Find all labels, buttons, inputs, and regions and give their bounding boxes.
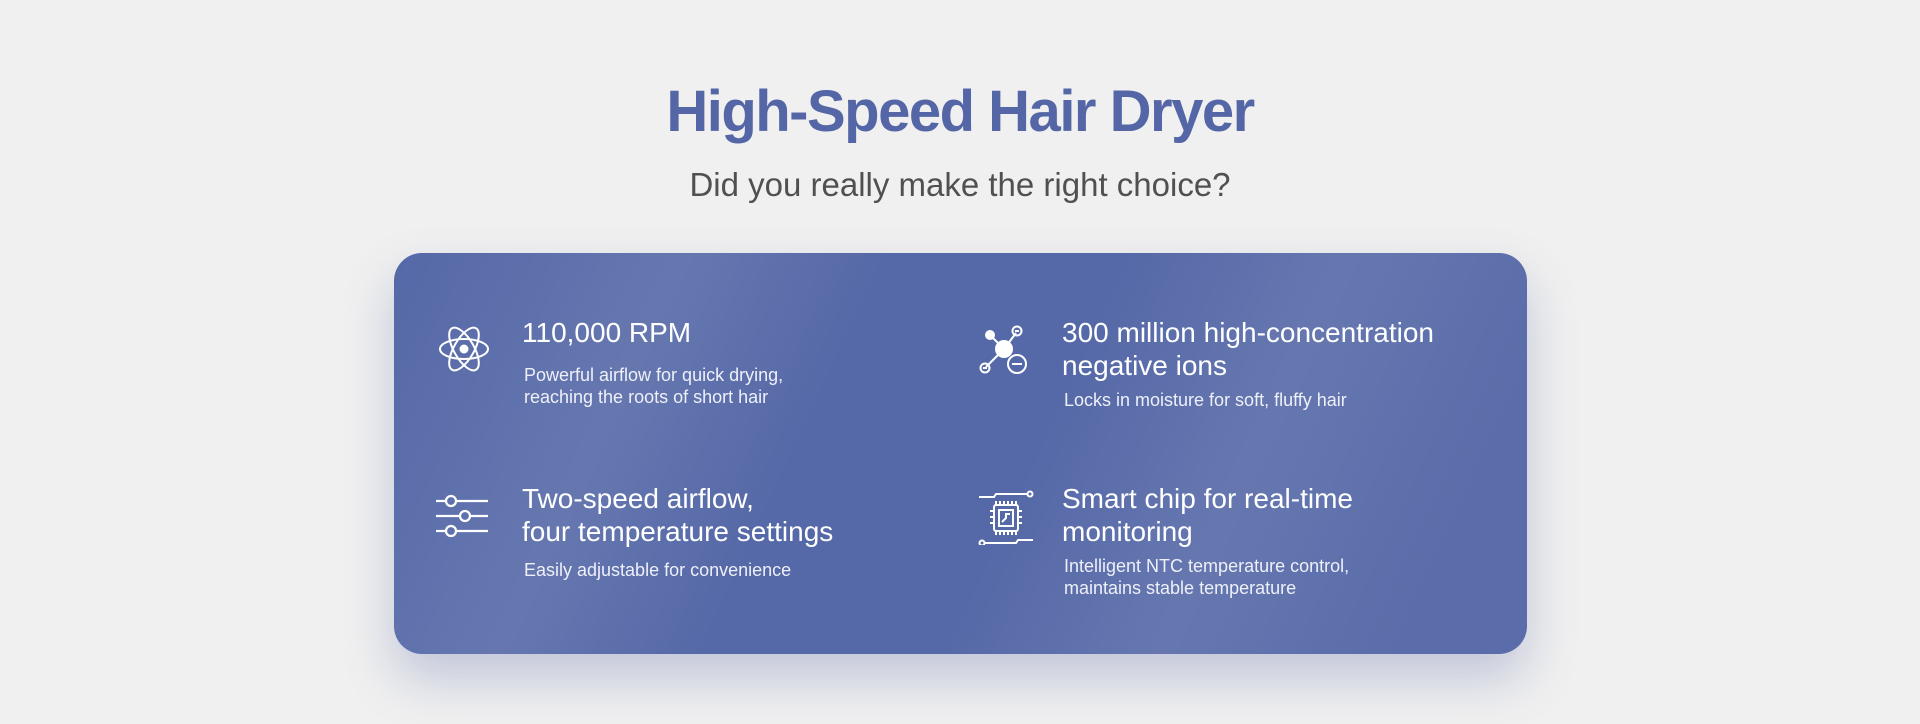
feature-desc: maintains stable temperature bbox=[1064, 578, 1297, 598]
feature-title: negative ions bbox=[1062, 350, 1228, 381]
negative-ion-molecule-icon bbox=[979, 325, 1027, 374]
page-subtitle: Did you really make the right choice? bbox=[689, 166, 1231, 203]
feature-desc: Easily adjustable for convenience bbox=[524, 560, 792, 580]
chip-icon bbox=[978, 490, 1034, 545]
feature-title: 110,000 RPM bbox=[522, 317, 692, 348]
feature-title: monitoring bbox=[1062, 516, 1193, 547]
sliders-icon bbox=[436, 494, 488, 538]
feature-title: Two-speed airflow, bbox=[522, 483, 754, 514]
features-card: 110,000 RPM Powerful airflow for quick d… bbox=[394, 253, 1527, 654]
feature-desc: Locks in moisture for soft, fluffy hair bbox=[1064, 390, 1347, 410]
feature-desc: reaching the roots of short hair bbox=[524, 387, 769, 407]
feature-title: four temperature settings bbox=[522, 516, 834, 547]
atom-icon bbox=[439, 326, 489, 372]
page-title: High-Speed Hair Dryer bbox=[666, 79, 1255, 144]
feature-title: 300 million high-concentration bbox=[1062, 317, 1434, 348]
feature-title: Smart chip for real-time bbox=[1062, 483, 1353, 514]
feature-desc: Powerful airflow for quick drying, bbox=[524, 365, 784, 385]
feature-desc: Intelligent NTC temperature control, bbox=[1064, 556, 1350, 576]
